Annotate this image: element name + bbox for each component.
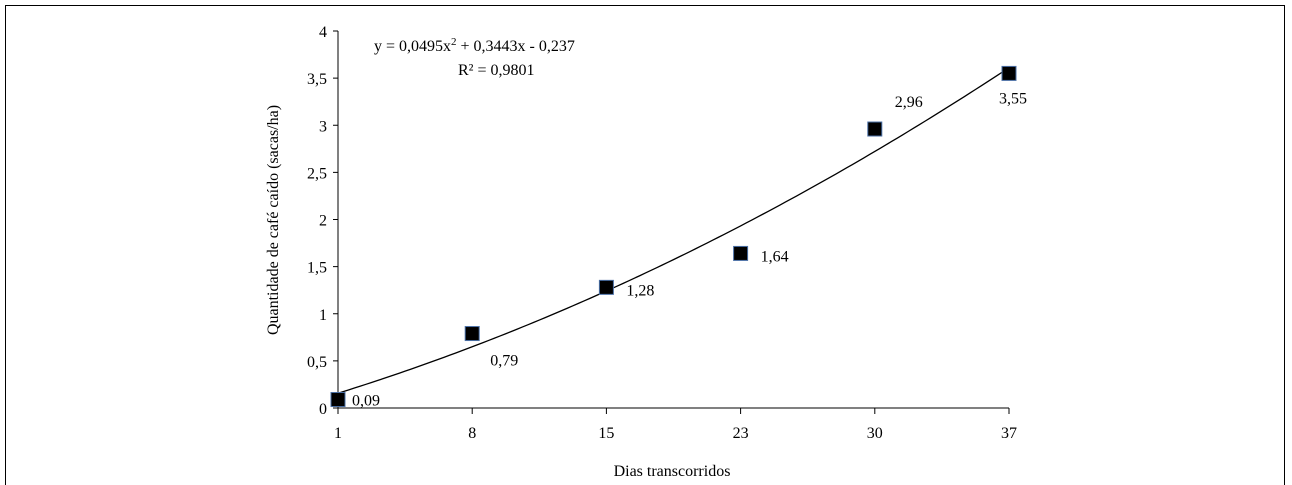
y-tick-label: 2,5 xyxy=(307,165,327,182)
y-tick-label: 3 xyxy=(319,118,327,135)
x-tick-label: 30 xyxy=(867,425,883,442)
x-tick-label: 8 xyxy=(468,425,476,442)
x-tick-label: 1 xyxy=(334,425,342,442)
data-label: 0,09 xyxy=(352,393,380,410)
data-label: 0,79 xyxy=(490,353,518,370)
data-label: 1,28 xyxy=(626,282,654,299)
x-tick-label: 15 xyxy=(598,425,614,442)
y-tick-label: 3,5 xyxy=(307,71,327,88)
data-label: 2,96 xyxy=(895,94,923,111)
y-tick-label: 4 xyxy=(319,24,327,41)
y-tick-label: 0 xyxy=(319,401,327,418)
y-tick-label: 1 xyxy=(319,307,327,324)
x-axis-title: Dias transcorridos xyxy=(614,463,731,480)
equation-prefix: y = 0,0495x xyxy=(374,38,451,55)
data-point xyxy=(733,245,749,261)
x-tick-label: 37 xyxy=(1001,425,1017,442)
data-point xyxy=(1001,65,1017,81)
trendline-equation: y = 0,0495x2 + 0,3443x - 0,237 xyxy=(374,36,575,55)
data-point xyxy=(598,279,614,295)
y-tick-label: 1,5 xyxy=(307,260,327,277)
equation-superscript: 2 xyxy=(451,36,457,48)
x-tick-label: 23 xyxy=(733,425,749,442)
y-axis-title: Quantidade de café caído (sacas/ha) xyxy=(265,105,282,335)
data-point xyxy=(867,121,883,137)
data-point xyxy=(464,326,480,342)
data-label: 1,64 xyxy=(761,248,789,265)
data-label: 3,55 xyxy=(999,90,1027,107)
data-point xyxy=(330,392,346,408)
y-tick-label: 2 xyxy=(319,213,327,230)
trendline xyxy=(337,67,1010,394)
chart-frame xyxy=(5,5,1285,485)
r-squared-label: R² = 0,9801 xyxy=(458,62,535,79)
equation-suffix: + 0,3443x - 0,237 xyxy=(457,38,575,55)
y-tick-label: 0,5 xyxy=(307,354,327,371)
